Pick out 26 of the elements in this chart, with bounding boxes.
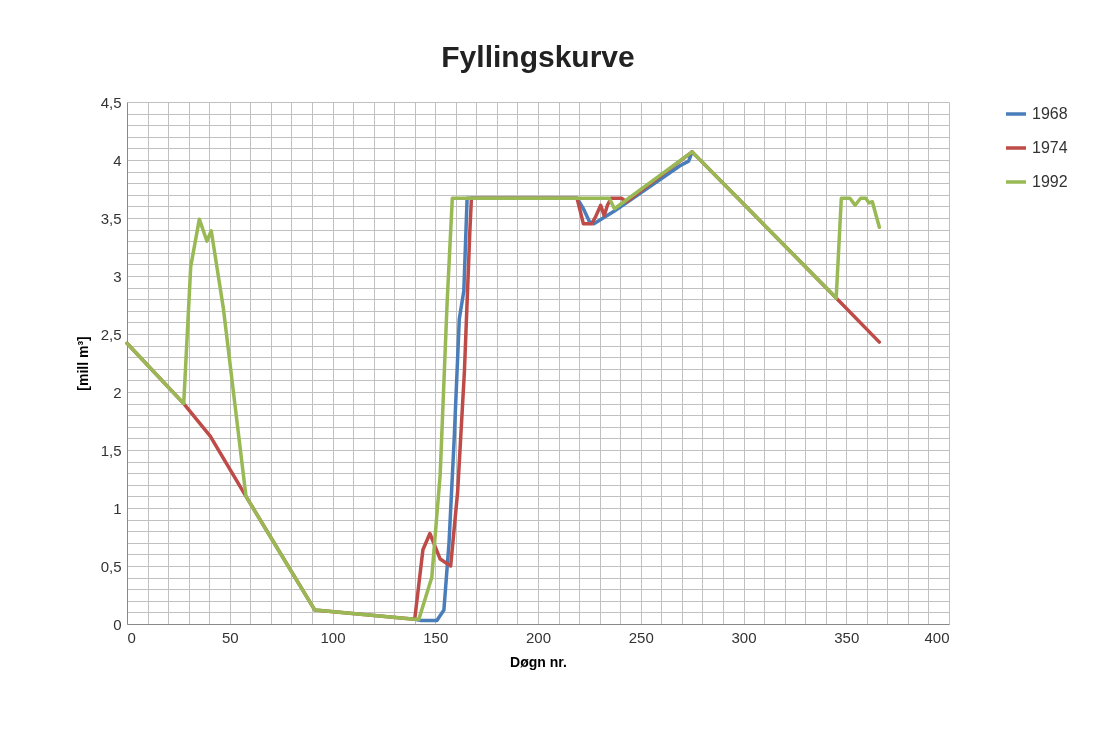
y-tick-label: 0,5	[100, 557, 122, 575]
x-tick-label: 50	[221, 628, 239, 646]
x-tick-label: 150	[423, 628, 449, 646]
x-tick-label: 300	[731, 628, 757, 646]
y-tick-label: 3,5	[100, 209, 122, 227]
y-tick-label: 4,5	[100, 93, 122, 111]
x-tick-label: 200	[525, 628, 552, 646]
x-tick-label: 350	[834, 628, 860, 646]
y-tick-label: 3	[113, 267, 122, 285]
line-series	[125, 150, 882, 622]
legend-label: 1992	[1032, 173, 1068, 190]
y-tick-label: 1	[113, 499, 122, 517]
legend-label: 1974	[1032, 139, 1068, 156]
chart-title: Fyllingskurve	[441, 40, 635, 73]
x-tick-label: 250	[628, 628, 654, 646]
y-tick-label: 0	[113, 615, 122, 633]
x-axis-title: Døgn nr.	[510, 653, 567, 670]
y-tick-label: 2,5	[100, 325, 122, 343]
x-tick-label: 0	[127, 628, 136, 646]
y-axis-title: [mill m³]	[74, 336, 91, 391]
x-tick-label: 400	[924, 628, 950, 646]
y-tick-label: 4	[113, 151, 122, 169]
x-tick-label: 100	[320, 628, 346, 646]
y-tick-label: 2	[113, 383, 122, 401]
y-tick-label: 1,5	[100, 441, 122, 459]
legend-label: 1968	[1032, 105, 1068, 122]
